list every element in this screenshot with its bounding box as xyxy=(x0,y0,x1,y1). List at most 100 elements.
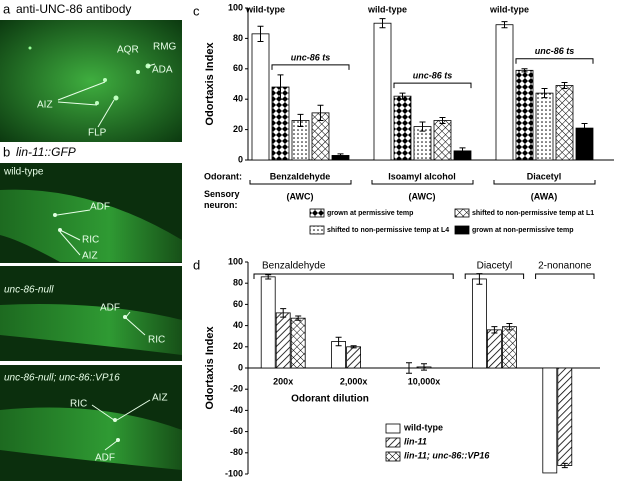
cell-label: AIZ xyxy=(37,100,53,111)
bar xyxy=(393,95,412,161)
error-bar xyxy=(501,21,508,29)
error-bar xyxy=(459,147,466,155)
cell-label: AIZ xyxy=(82,251,98,262)
panel-label: d xyxy=(193,257,200,272)
error-bar xyxy=(419,121,426,132)
neuron-label: (AWC) xyxy=(409,191,436,201)
y-tick-label: -20 xyxy=(230,384,243,394)
cell-label: RMG xyxy=(153,42,177,53)
cell-label: AIZ xyxy=(152,393,168,404)
neuron-label: (AWA) xyxy=(531,191,558,201)
panel-title: anti-UNC-86 antibody xyxy=(16,2,131,16)
legend-label: grown at non-permissive temp xyxy=(472,227,574,234)
bar xyxy=(501,326,517,369)
error-bar xyxy=(561,81,568,90)
micrograph: wild-type ADF RIC AIZ xyxy=(0,163,182,263)
error-bar xyxy=(277,74,284,100)
category-heading: Odorant: xyxy=(204,171,242,181)
y-tick-label: 40 xyxy=(233,94,243,104)
x-axis-label: Odorant dilution xyxy=(291,394,369,405)
x-tick-label: 10,000x xyxy=(408,376,441,386)
bracket xyxy=(371,180,474,185)
bracket xyxy=(253,273,454,279)
bracket xyxy=(515,58,594,64)
cell-label: ADF xyxy=(95,453,115,464)
sensory-heading: Sensory neuron: xyxy=(204,189,240,210)
y-tick-label: 100 xyxy=(228,256,243,266)
error-bar xyxy=(337,153,344,158)
y-tick-label: 60 xyxy=(233,299,243,309)
bracket-label: unc-86 ts xyxy=(291,52,331,62)
bracket-label: unc-86 ts xyxy=(535,46,575,56)
cell-label: RIC xyxy=(148,335,165,346)
error-bar xyxy=(335,336,342,347)
error-bar xyxy=(399,92,406,100)
bracket xyxy=(535,273,595,279)
y-axis-label: Odortaxis Index xyxy=(204,42,216,126)
legend-label: shifted to non-permissive temp at L4 xyxy=(327,227,449,234)
error-bar xyxy=(257,25,264,42)
y-tick-label: 20 xyxy=(233,124,243,134)
cell-label: ADF xyxy=(100,303,120,314)
error-bar xyxy=(297,113,304,128)
legend-swatch xyxy=(385,451,401,462)
error-bar xyxy=(581,123,588,134)
y-tick-label: -60 xyxy=(230,426,243,436)
legend-swatch xyxy=(309,225,325,235)
bar xyxy=(515,69,534,161)
error-bar xyxy=(439,116,446,125)
bar xyxy=(555,85,574,161)
error-bar xyxy=(561,462,568,469)
panel-label: c xyxy=(193,3,200,18)
bar xyxy=(275,312,291,369)
error-bar xyxy=(421,363,427,371)
bar xyxy=(486,329,502,369)
x-tick-label: 200x xyxy=(273,376,293,386)
legend-swatch xyxy=(309,208,325,218)
micrograph: unc-86-null ADF RIC xyxy=(0,266,182,361)
panel-title: lin-11::GFP xyxy=(16,145,76,159)
bracket xyxy=(464,273,525,279)
bracket-label: unc-86 ts xyxy=(413,70,453,80)
error-bar xyxy=(350,345,357,349)
bar xyxy=(557,367,573,466)
legend-label: grown at permissive temp xyxy=(327,210,413,217)
legend-label: lin-11; unc-86::VP16 xyxy=(404,450,490,460)
panel-label: a xyxy=(3,1,11,16)
error-bar xyxy=(295,315,302,321)
cell-label: RIC xyxy=(70,399,87,410)
y-tick-label: 0 xyxy=(238,362,243,372)
error-bar xyxy=(506,322,513,331)
image-title: unc-86-null xyxy=(4,285,54,296)
y-tick-label: -40 xyxy=(230,405,243,415)
series-label: wild-type xyxy=(489,4,529,14)
y-tick-label: 60 xyxy=(233,63,243,73)
y-tick-label: 0 xyxy=(238,154,243,164)
series-label: wild-type xyxy=(367,4,407,14)
cell-label: FLP xyxy=(88,128,107,139)
bracket xyxy=(493,180,596,185)
bar xyxy=(433,120,452,161)
bar xyxy=(260,276,276,369)
bar xyxy=(471,278,487,369)
image-title: wild-type xyxy=(3,167,44,178)
bar xyxy=(373,22,392,161)
cell-label: ADF xyxy=(90,202,110,213)
panel-label: b xyxy=(3,144,10,159)
error-bar xyxy=(265,274,272,280)
micrograph: AQR RMG ADA AIZ FLP xyxy=(0,20,182,142)
error-bar xyxy=(317,104,324,121)
category-label: Diacetyl xyxy=(527,171,562,181)
legend-swatch xyxy=(385,437,401,448)
bar xyxy=(495,24,514,161)
micrograph: unc-86-null; unc-86::VP16 RIC AIZ ADF xyxy=(0,365,182,481)
y-tick-label: -80 xyxy=(230,447,243,457)
y-axis-label: Odortaxis Index xyxy=(204,326,216,410)
cell-label: AQR xyxy=(117,45,139,56)
cell-label: ADA xyxy=(152,65,173,76)
neuron-label: (AWC) xyxy=(287,191,314,201)
error-bar xyxy=(280,308,287,318)
group-label: Benzaldehyde xyxy=(262,261,326,272)
legend-swatch xyxy=(454,225,470,235)
